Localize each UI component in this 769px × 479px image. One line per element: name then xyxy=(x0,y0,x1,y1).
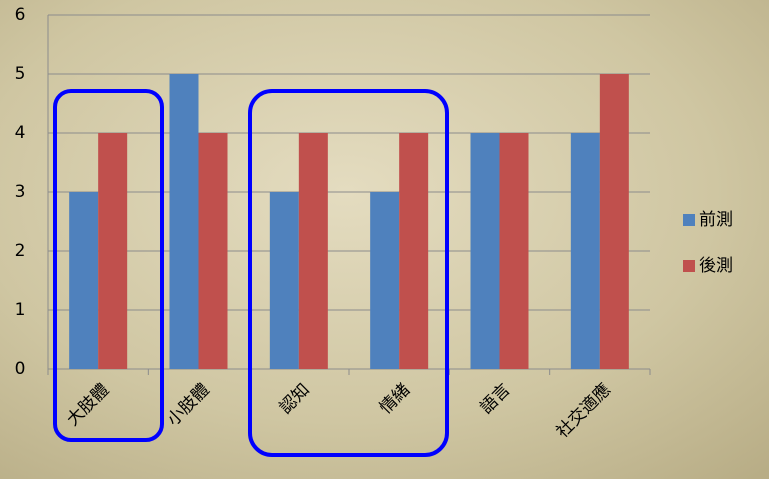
y-tick-label: 0 xyxy=(15,359,26,379)
bar xyxy=(69,192,99,369)
bar xyxy=(470,133,500,369)
y-tick-label: 2 xyxy=(15,241,26,261)
highlight-box xyxy=(53,89,164,442)
legend-label: 後測 xyxy=(699,256,733,276)
legend-label: 前測 xyxy=(699,210,733,230)
bar xyxy=(570,133,600,369)
bar xyxy=(98,133,128,369)
y-tick-label: 4 xyxy=(15,123,26,143)
bar xyxy=(298,133,328,369)
highlight-box xyxy=(248,89,449,457)
bar xyxy=(269,192,299,369)
y-tick-label: 3 xyxy=(15,182,26,202)
bar xyxy=(499,133,529,369)
y-tick-label: 6 xyxy=(15,5,26,25)
y-tick-label: 1 xyxy=(15,300,26,320)
bar xyxy=(370,192,400,369)
bar xyxy=(399,133,429,369)
bar xyxy=(169,74,199,369)
legend-swatch xyxy=(683,214,695,226)
y-tick-label: 5 xyxy=(15,64,26,84)
bar xyxy=(599,74,629,369)
bar xyxy=(198,133,228,369)
legend-swatch xyxy=(683,260,695,272)
